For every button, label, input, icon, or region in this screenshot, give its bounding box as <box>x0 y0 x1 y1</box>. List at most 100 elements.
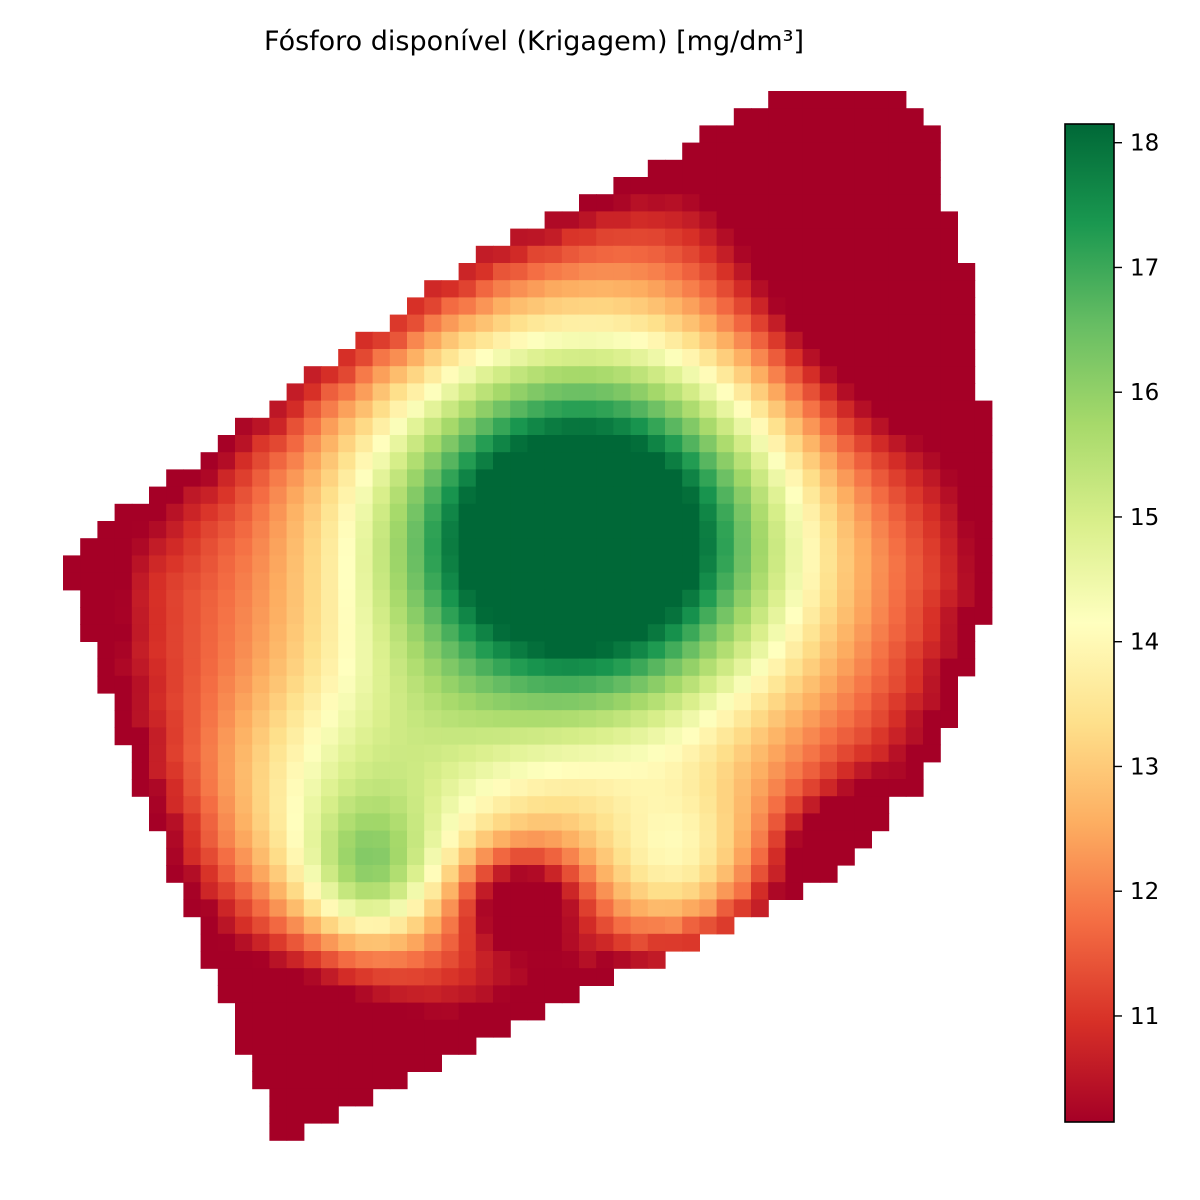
heatmap-cell <box>235 933 253 952</box>
heatmap-cell <box>321 555 339 574</box>
heatmap-cell <box>183 641 202 660</box>
heatmap-cell <box>424 331 442 350</box>
heatmap-cell <box>441 1037 460 1055</box>
heatmap-cell <box>527 624 546 642</box>
heatmap-cell <box>493 1019 511 1038</box>
heatmap-cell <box>682 159 700 178</box>
heatmap-cell <box>837 521 855 539</box>
heatmap-cell <box>579 417 597 436</box>
heatmap-cell <box>923 675 941 694</box>
heatmap-cell <box>544 744 563 763</box>
heatmap-cell <box>699 314 718 333</box>
heatmap-cell <box>974 555 993 574</box>
heatmap-cell <box>819 865 838 883</box>
heatmap-cell <box>682 607 700 625</box>
heatmap-cell <box>751 538 769 556</box>
heatmap-cell <box>647 245 666 264</box>
heatmap-cell <box>527 899 546 918</box>
heatmap-cell <box>166 761 184 780</box>
heatmap-cell <box>647 211 666 230</box>
heatmap-cell <box>802 400 821 419</box>
heatmap-cell <box>149 727 167 746</box>
heatmap-cell <box>630 693 649 711</box>
heatmap-cell <box>389 1054 408 1072</box>
heatmap-cell <box>355 744 374 763</box>
heatmap-cell <box>768 538 786 556</box>
heatmap-cell <box>131 693 150 711</box>
heatmap-cell <box>802 452 821 470</box>
heatmap-cell <box>475 521 494 539</box>
heatmap-cell <box>647 297 666 316</box>
heatmap-cell <box>940 589 958 608</box>
heatmap-cell <box>355 675 374 694</box>
heatmap-cell <box>888 297 907 316</box>
heatmap-cell <box>561 985 580 1004</box>
heatmap-cell <box>647 366 666 384</box>
heatmap-cell <box>424 933 442 952</box>
heatmap-cell <box>888 761 907 780</box>
heatmap-cell <box>854 779 872 797</box>
heatmap-cell <box>510 761 528 780</box>
heatmap-cell <box>837 813 855 832</box>
heatmap-cell <box>613 538 632 556</box>
heatmap-cell <box>441 435 460 453</box>
heatmap-cell <box>527 951 546 969</box>
heatmap-cell <box>510 486 528 505</box>
heatmap-cell <box>544 555 563 574</box>
heatmap-cell <box>716 813 735 832</box>
heatmap-cell <box>321 1037 339 1055</box>
heatmap-cell <box>217 658 236 677</box>
heatmap-cell <box>871 417 890 436</box>
heatmap-cell <box>613 847 632 866</box>
heatmap-cell <box>665 813 683 832</box>
heatmap-cell <box>768 314 786 333</box>
heatmap-cell <box>389 899 408 918</box>
heatmap-cell <box>699 125 718 144</box>
heatmap-cell <box>665 538 683 556</box>
heatmap-cell <box>527 280 546 298</box>
heatmap-cell <box>768 830 786 849</box>
heatmap-cell <box>561 469 580 488</box>
heatmap-cell <box>751 125 769 144</box>
heatmap-cell <box>940 228 958 247</box>
heatmap-cell <box>682 538 700 556</box>
heatmap-cell <box>166 658 184 677</box>
heatmap-cell <box>441 538 460 556</box>
heatmap-cell <box>785 675 804 694</box>
heatmap-cell <box>441 469 460 488</box>
heatmap-cell <box>716 847 735 866</box>
heatmap-cell <box>682 847 700 866</box>
heatmap-cell <box>957 641 976 660</box>
heatmap-cell <box>561 538 580 556</box>
heatmap-cell <box>458 521 477 539</box>
heatmap-cell <box>888 177 907 195</box>
heatmap-cell <box>871 228 890 247</box>
heatmap-cell <box>647 572 666 591</box>
heatmap-cell <box>269 830 288 849</box>
heatmap-cell <box>751 607 769 625</box>
heatmap-cell <box>854 761 872 780</box>
heatmap-cell <box>544 589 563 608</box>
heatmap-cell <box>837 555 855 574</box>
heatmap-cell <box>596 865 614 883</box>
heatmap-cell <box>905 744 924 763</box>
heatmap-cell <box>940 263 958 281</box>
heatmap-cell <box>647 521 666 539</box>
heatmap-cell <box>596 779 614 797</box>
heatmap-cell <box>613 572 632 591</box>
heatmap-cell <box>131 538 150 556</box>
heatmap-cell <box>372 521 391 539</box>
heatmap-cell <box>407 1019 425 1038</box>
heatmap-cell <box>407 813 425 832</box>
heatmap-cell <box>751 744 769 763</box>
heatmap-cell <box>579 486 597 505</box>
heatmap-cell <box>544 314 563 333</box>
heatmap-cell <box>407 693 425 711</box>
heatmap-cell <box>613 589 632 608</box>
heatmap-cell <box>235 521 253 539</box>
heatmap-cell <box>854 572 872 591</box>
heatmap-cell <box>802 693 821 711</box>
heatmap-cell <box>596 933 614 952</box>
heatmap-cell <box>888 194 907 212</box>
heatmap-cell <box>372 916 391 935</box>
